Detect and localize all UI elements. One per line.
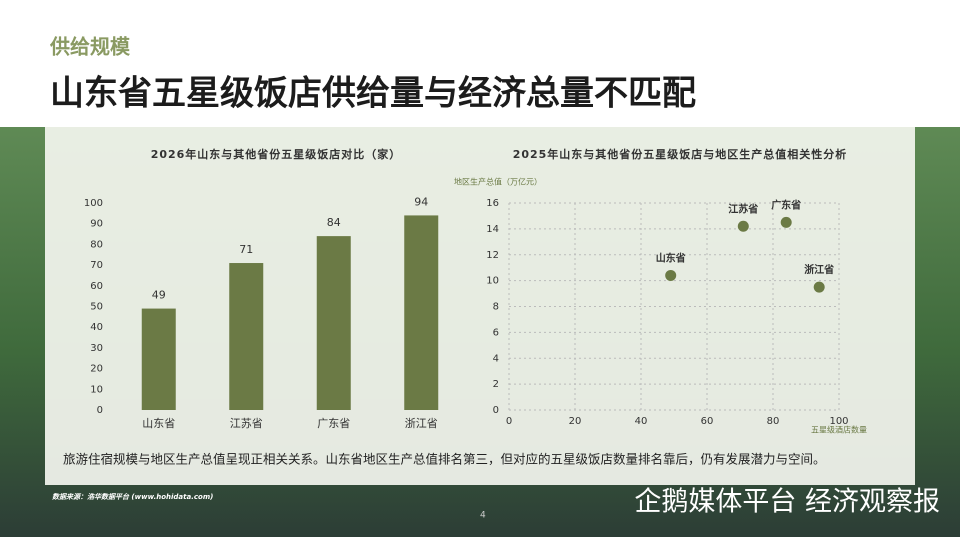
point-label: 浙江省 bbox=[804, 263, 834, 276]
y-tick-label: 6 bbox=[493, 327, 499, 338]
y-tick-label: 16 bbox=[486, 198, 499, 209]
source: 数据来源：浩华数据平台 (www.hohidata.com) bbox=[52, 492, 213, 501]
y-tick-label: 80 bbox=[90, 239, 103, 250]
x-tick-label: 20 bbox=[569, 416, 582, 427]
point bbox=[665, 269, 677, 281]
y-tick-label: 40 bbox=[90, 322, 103, 333]
x-tick-label: 江苏省 bbox=[230, 417, 263, 430]
x-tick-label: 0 bbox=[506, 416, 512, 427]
bar bbox=[229, 263, 264, 410]
y-tick-label: 90 bbox=[90, 219, 103, 230]
y-tick-label: 30 bbox=[90, 343, 103, 354]
y-tick-label: 20 bbox=[90, 364, 103, 375]
chart-title: 2026年山东与其他省份五星级饭店对比（家） bbox=[151, 147, 402, 161]
x-tick-label: 浙江省 bbox=[405, 417, 438, 430]
point-label: 江苏省 bbox=[728, 202, 758, 215]
slide-title: 山东省五星级饭店供给量与经济总量不匹配 bbox=[50, 74, 696, 114]
y-tick-label: 14 bbox=[486, 224, 499, 235]
value-label: 49 bbox=[152, 289, 166, 302]
value-label: 71 bbox=[239, 243, 253, 256]
bar bbox=[141, 308, 176, 410]
bar bbox=[404, 215, 439, 410]
y-tick-label: 4 bbox=[493, 353, 499, 364]
y-tick-label: 100 bbox=[84, 198, 103, 209]
y-tick-label: 12 bbox=[486, 250, 499, 261]
section-label: 供给规模 bbox=[49, 35, 131, 59]
x-tick-label: 山东省 bbox=[142, 417, 175, 430]
x-tick-label: 广东省 bbox=[317, 417, 350, 430]
value-label: 84 bbox=[327, 216, 341, 229]
x-tick-label: 60 bbox=[701, 416, 714, 427]
point bbox=[780, 216, 792, 228]
y-tick-label: 2 bbox=[493, 379, 499, 390]
y-axis-label: 地区生产总值（万亿元） bbox=[454, 177, 542, 187]
x-tick-label: 100 bbox=[829, 416, 848, 427]
page-number: 4 bbox=[480, 511, 486, 521]
y-tick-label: 10 bbox=[486, 276, 499, 287]
note: 旅游住宿规模与地区生产总值呈现正相关关系。山东省地区生产总值排名第三，但对应的五… bbox=[63, 452, 826, 467]
x-tick-label: 40 bbox=[635, 416, 648, 427]
y-tick-label: 0 bbox=[97, 405, 103, 416]
point bbox=[737, 220, 749, 232]
chart-title: 2025年山东与其他省份五星级饭店与地区生产总值相关性分析 bbox=[513, 147, 848, 161]
point-label: 广东省 bbox=[771, 198, 801, 211]
y-tick-label: 8 bbox=[493, 302, 499, 313]
x-tick-label: 80 bbox=[767, 416, 780, 427]
y-tick-label: 60 bbox=[90, 281, 103, 292]
bar bbox=[316, 236, 351, 410]
point-label: 山东省 bbox=[656, 251, 686, 264]
x-axis-label: 五星级酒店数量 bbox=[811, 425, 867, 435]
y-tick-label: 70 bbox=[90, 260, 103, 271]
y-tick-label: 0 bbox=[493, 405, 499, 416]
watermark: 企鹅媒体平台 经济观察报 bbox=[634, 487, 940, 518]
value-label: 94 bbox=[414, 195, 428, 208]
y-tick-label: 10 bbox=[90, 384, 103, 395]
y-tick-label: 50 bbox=[90, 302, 103, 313]
point bbox=[813, 281, 825, 293]
